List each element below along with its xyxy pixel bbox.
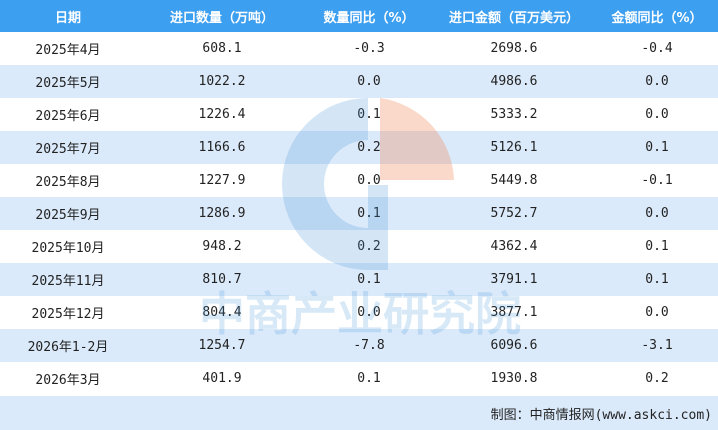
cell-amount-yoy: 0.0 <box>645 107 669 122</box>
cell-quantity-yoy: 0.2 <box>357 239 381 254</box>
cell-date: 2025年5月 <box>35 76 101 91</box>
cell-quantity-yoy: -0.3 <box>353 41 385 56</box>
cell-amount-yoy: 0.0 <box>645 74 669 89</box>
cell-amount: 5752.7 <box>490 206 538 221</box>
cell-amount-yoy: 0.1 <box>645 140 669 155</box>
cell-amount: 5126.1 <box>490 140 538 155</box>
cell-quantity-yoy: 0.1 <box>357 206 381 221</box>
cell-quantity: 804.4 <box>202 305 242 320</box>
cell-quantity-yoy: 0.0 <box>357 305 381 320</box>
cell-quantity: 401.9 <box>202 371 242 386</box>
table-row: 2026年1-2月 1254.7 -7.8 6096.6 -3.1 <box>0 329 718 362</box>
table-row: 2026年3月 401.9 0.1 1930.8 0.2 <box>0 362 718 395</box>
cell-quantity-yoy: 0.0 <box>357 173 381 188</box>
cell-amount: 4362.4 <box>490 239 538 254</box>
header-quantity: 进口数量（万吨） <box>169 10 274 26</box>
table-row: 2025年7月 1166.6 0.2 5126.1 0.1 <box>0 131 718 164</box>
table-row: 2025年4月 608.1 -0.3 2698.6 -0.4 <box>0 32 718 65</box>
cell-amount-yoy: 0.0 <box>645 206 669 221</box>
cell-amount: 6096.6 <box>490 338 538 353</box>
cell-date: 2026年1-2月 <box>27 340 109 355</box>
cell-amount: 3791.1 <box>490 272 538 287</box>
cell-quantity-yoy: 0.1 <box>357 272 381 287</box>
cell-amount: 4986.6 <box>490 74 538 89</box>
cell-quantity: 810.7 <box>202 272 242 287</box>
cell-quantity: 1227.9 <box>198 173 246 188</box>
footer: 制图：中商情报网(www.askci.com) <box>0 396 718 430</box>
header-quantity-yoy: 数量同比（%） <box>323 10 415 26</box>
cell-date: 2025年6月 <box>35 109 101 124</box>
cell-amount-yoy: 0.1 <box>645 239 669 254</box>
cell-amount-yoy: -0.4 <box>641 41 673 56</box>
cell-amount: 3877.1 <box>490 305 538 320</box>
table-header: 日期 进口数量（万吨） 数量同比（%） 进口金额（百万美元） 金额同比（%） <box>0 0 718 32</box>
cell-amount-yoy: 0.0 <box>645 305 669 320</box>
header-amount-yoy: 金额同比（%） <box>611 10 703 26</box>
cell-quantity: 1286.9 <box>198 206 246 221</box>
cell-quantity: 1254.7 <box>198 338 246 353</box>
table-row: 2025年5月 1022.2 0.0 4986.6 0.0 <box>0 65 718 98</box>
cell-amount: 5333.2 <box>490 107 538 122</box>
cell-quantity: 948.2 <box>202 239 242 254</box>
header-amount: 进口金额（百万美元） <box>448 10 579 26</box>
cell-quantity-yoy: 0.0 <box>357 74 381 89</box>
cell-date: 2025年12月 <box>31 307 105 322</box>
cell-date: 2025年11月 <box>31 274 105 289</box>
cell-quantity: 1022.2 <box>198 74 246 89</box>
cell-amount: 5449.8 <box>490 173 538 188</box>
cell-quantity-yoy: 0.1 <box>357 107 381 122</box>
cell-date: 2025年7月 <box>35 142 101 157</box>
cell-quantity: 1166.6 <box>198 140 246 155</box>
cell-date: 2025年10月 <box>31 241 105 256</box>
source-note: 制图：中商情报网(www.askci.com) <box>490 408 712 423</box>
cell-quantity: 608.1 <box>202 41 242 56</box>
cell-amount-yoy: 0.1 <box>645 272 669 287</box>
header-date: 日期 <box>54 10 81 26</box>
table-row: 2025年8月 1227.9 0.0 5449.8 -0.1 <box>0 164 718 197</box>
cell-amount-yoy: -0.1 <box>641 173 673 188</box>
table-row: 2025年9月 1286.9 0.1 5752.7 0.0 <box>0 197 718 230</box>
cell-amount: 2698.6 <box>490 41 538 56</box>
cell-date: 2025年9月 <box>35 208 101 223</box>
table-row: 2025年11月 810.7 0.1 3791.1 0.1 <box>0 263 718 296</box>
cell-amount-yoy: -3.1 <box>641 338 673 353</box>
table-row: 2025年10月 948.2 0.2 4362.4 0.1 <box>0 230 718 263</box>
cell-date: 2025年4月 <box>35 43 101 58</box>
cell-quantity-yoy: -7.8 <box>353 338 385 353</box>
cell-quantity-yoy: 0.1 <box>357 371 381 386</box>
cell-quantity-yoy: 0.2 <box>357 140 381 155</box>
cell-date: 2026年3月 <box>35 373 101 388</box>
cell-quantity: 1226.4 <box>198 107 246 122</box>
cell-date: 2025年8月 <box>35 175 101 190</box>
table-row: 2025年12月 804.4 0.0 3877.1 0.0 <box>0 296 718 329</box>
cell-amount-yoy: 0.2 <box>645 371 669 386</box>
table-row: 2025年6月 1226.4 0.1 5333.2 0.0 <box>0 98 718 131</box>
cell-amount: 1930.8 <box>490 371 538 386</box>
